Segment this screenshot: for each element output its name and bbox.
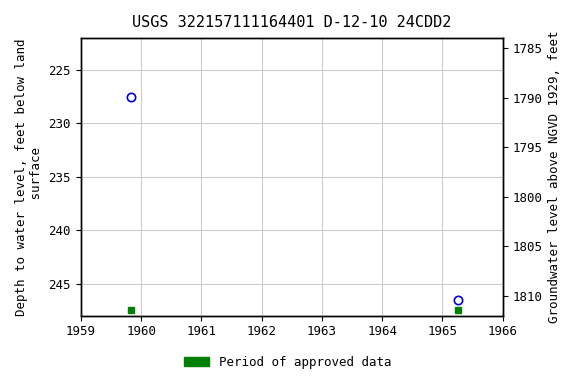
Title: USGS 322157111164401 D-12-10 24CDD2: USGS 322157111164401 D-12-10 24CDD2 (132, 15, 452, 30)
Y-axis label: Depth to water level, feet below land
 surface: Depth to water level, feet below land su… (15, 38, 43, 316)
Legend: Period of approved data: Period of approved data (179, 351, 397, 374)
Y-axis label: Groundwater level above NGVD 1929, feet: Groundwater level above NGVD 1929, feet (548, 31, 561, 323)
